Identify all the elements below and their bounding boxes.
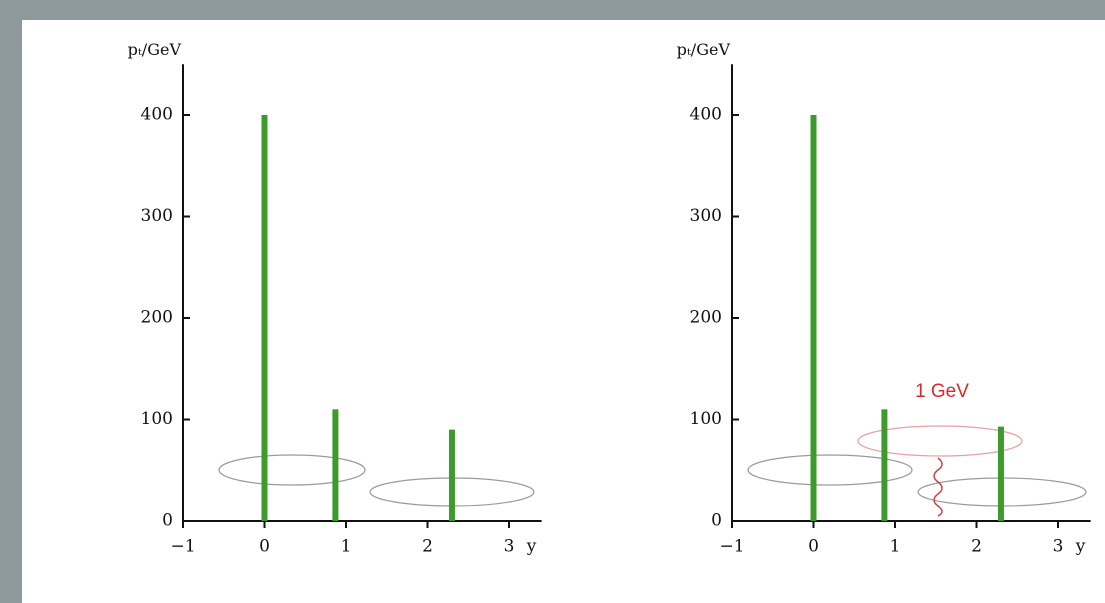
y-axis-label: pₜ/GeV <box>677 40 731 59</box>
x-tick-label: 1 <box>890 537 901 557</box>
annotation: 1 GeV <box>915 381 969 402</box>
y-tick-label: 100 <box>141 409 173 429</box>
jet-bar <box>332 409 339 521</box>
jet-bar <box>997 426 1004 521</box>
gluon-line <box>933 457 943 517</box>
x-axis-label: y <box>1075 537 1086 557</box>
y-tick-label: 100 <box>690 409 722 429</box>
jet-bar <box>810 115 817 521</box>
y-tick-label: 400 <box>690 105 722 125</box>
y-tick-label: 200 <box>141 308 173 328</box>
y-axis-label: pₜ/GeV <box>128 40 182 59</box>
x-tick-label: −1 <box>719 537 744 557</box>
x-axis-label: y <box>526 537 537 557</box>
y-tick-label: 300 <box>141 206 173 226</box>
jet-bar <box>261 115 268 521</box>
y-tick-label: 0 <box>711 511 722 531</box>
jet-cloud <box>218 454 366 486</box>
y-tick-label: 400 <box>141 105 173 125</box>
y-tick-label: 0 <box>162 511 173 531</box>
x-tick-label: 0 <box>259 537 270 557</box>
x-tick-label: 2 <box>971 537 982 557</box>
x-tick-label: 3 <box>1053 537 1064 557</box>
x-tick-label: 1 <box>341 537 352 557</box>
x-tick-label: 0 <box>808 537 819 557</box>
y-tick-label: 300 <box>690 206 722 226</box>
y-tick-label: 200 <box>690 308 722 328</box>
x-tick-label: −1 <box>170 537 195 557</box>
jet-cloud <box>747 454 913 486</box>
jet-bar <box>881 409 888 521</box>
slide <box>22 20 1105 603</box>
jet-bar <box>448 429 455 521</box>
soft-cloud <box>857 425 1023 457</box>
x-tick-label: 2 <box>422 537 433 557</box>
x-tick-label: 3 <box>504 537 515 557</box>
